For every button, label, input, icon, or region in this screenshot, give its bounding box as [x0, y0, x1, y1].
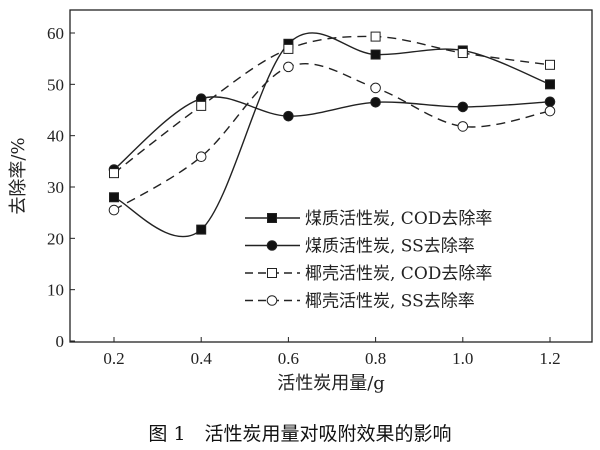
data-point	[545, 79, 555, 90]
series-line	[113, 63, 551, 211]
data-point	[370, 82, 381, 94]
y-tick-label: 50	[47, 75, 64, 94]
y-axis-label: 去除率/%	[8, 137, 29, 214]
y-tick-label: 10	[47, 281, 64, 300]
legend-label: 椰壳活性炭, SS去除率	[305, 292, 475, 312]
legend-label: 煤质活性炭, COD去除率	[305, 209, 492, 229]
series-3	[109, 31, 555, 179]
y-tick-label: 60	[47, 24, 64, 43]
data-point	[283, 61, 294, 73]
series-1	[109, 32, 555, 238]
data-point	[195, 151, 207, 163]
data-point	[108, 204, 120, 216]
x-axis-label: 活性炭用量/g	[277, 373, 385, 394]
series-line	[113, 35, 551, 174]
y-tick-label: 20	[47, 229, 64, 248]
data-point	[109, 168, 119, 179]
data-point	[544, 105, 556, 117]
legend-label: 椰壳活性炭, COD去除率	[305, 264, 492, 284]
x-tick-label: 0.4	[191, 349, 213, 368]
x-tick-label: 0.6	[278, 349, 299, 368]
data-point	[370, 97, 381, 108]
y-tick-label: 0	[56, 332, 65, 351]
data-point	[370, 49, 381, 60]
data-point	[457, 48, 468, 59]
x-tick-label: 1.2	[539, 349, 560, 368]
series-4	[108, 61, 556, 216]
data-point	[196, 224, 207, 235]
data-point	[457, 121, 469, 132]
series-2	[108, 93, 556, 175]
data-point	[545, 59, 555, 70]
legend-label: 煤质活性炭, SS去除率	[305, 237, 475, 257]
series-line	[113, 32, 551, 238]
plot-frame	[69, 9, 593, 343]
figure-caption: 图 1 活性炭用量对吸附效果的影响	[148, 423, 451, 445]
x-tick-label: 0.2	[103, 349, 124, 368]
data-point	[457, 101, 469, 113]
legend-marker	[267, 213, 277, 223]
data-point	[109, 192, 119, 203]
y-tick-label: 30	[47, 178, 64, 197]
data-point	[283, 43, 294, 54]
data-point	[544, 96, 556, 108]
legend-marker	[266, 295, 278, 306]
data-point	[370, 31, 381, 42]
data-point	[196, 100, 207, 111]
legend-marker	[266, 240, 278, 251]
series-line	[113, 96, 551, 171]
legend-marker	[267, 268, 277, 278]
y-tick-label: 40	[47, 127, 64, 146]
x-tick-label: 0.8	[365, 349, 386, 368]
data-point	[283, 110, 294, 122]
x-tick-label: 1.0	[452, 349, 473, 368]
